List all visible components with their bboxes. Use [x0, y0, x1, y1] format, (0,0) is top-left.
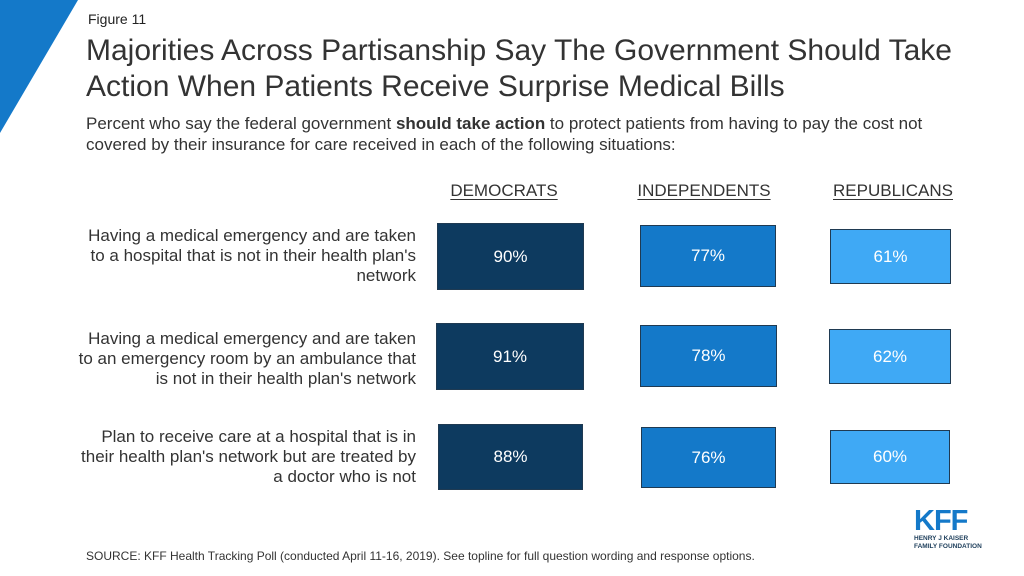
row-label-out-of-network-hospital: Having a medical emergency and are taken… — [88, 226, 416, 285]
row-label-out-of-network-ambulance: Having a medical emergency and are taken… — [78, 329, 416, 388]
subtitle-text-bold: should take action — [395, 114, 546, 133]
column-header-republicans: REPUBLICANS — [833, 181, 953, 200]
column-header-democrats: DEMOCRATS — [450, 181, 558, 200]
tile-democrats-row-3: 88% — [438, 424, 583, 490]
corner-accent-shape — [0, 0, 78, 133]
figure-label: Figure 11 — [88, 11, 147, 27]
tile-republicans-row-2: 62% — [829, 329, 951, 384]
row-label-out-of-network-doctor: Plan to receive care at a hospital that … — [81, 427, 416, 486]
tile-independents-row-3: 76% — [641, 427, 776, 488]
tile-independents-row-2: 78% — [640, 325, 777, 387]
logo-wordmark: KFF — [914, 505, 968, 537]
tile-democrats-row-1: 90% — [437, 223, 584, 290]
kff-logo: KFF HENRY J KAISER FAMILY FOUNDATION — [914, 507, 990, 551]
logo-line-2: FAMILY FOUNDATION — [914, 543, 982, 550]
logo-line-1: HENRY J KAISER — [914, 535, 969, 542]
subtitle-text-before: Percent who say the federal government — [86, 114, 396, 133]
chart-title: Majorities Across Partisanship Say The G… — [86, 34, 952, 103]
subtitle-text-after: to protect patients from having to pay t… — [86, 114, 923, 154]
tile-republicans-row-1: 61% — [830, 229, 951, 284]
tile-democrats-row-2: 91% — [436, 323, 584, 390]
tile-republicans-row-3: 60% — [830, 430, 950, 484]
tile-independents-row-1: 77% — [640, 225, 776, 287]
chart-subtitle: Percent who say the federal government s… — [86, 113, 986, 155]
source-note: SOURCE: KFF Health Tracking Poll (conduc… — [86, 549, 755, 563]
column-header-independents: INDEPENDENTS — [637, 181, 771, 200]
